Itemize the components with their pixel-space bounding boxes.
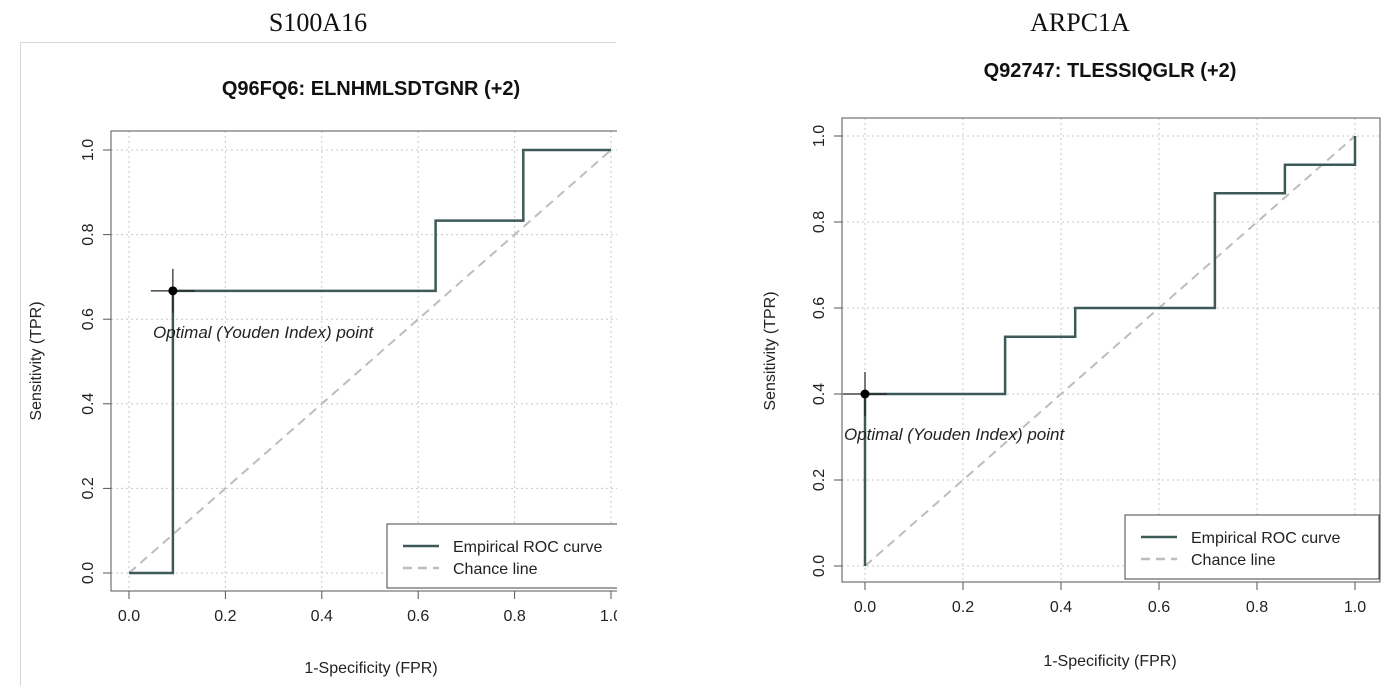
chance-line — [864, 135, 1356, 567]
roc-chart-right: Q92747: TLESSIQGLR (+2) 0.0 0.2 0.4 0.6 0.8 1.… — [760, 42, 1384, 686]
roc-chart-left-svg: Q96FQ6: ELNHMLSDTGNR (+2) 0.0 0.2 0.4 0.6 0.8… — [28, 78, 628, 677]
x-tick-label: 0.8 — [503, 608, 525, 625]
roc-chart-left: Q96FQ6: ELNHMLSDTGNR (+2) 0.0 0.2 0.4 0.6 0.8… — [20, 42, 628, 686]
y-tick-label: 0.4 — [80, 393, 97, 415]
optimal-point-marker — [168, 286, 178, 296]
legend-label: Chance line — [453, 561, 538, 578]
x-tick-label: 0.4 — [1050, 599, 1072, 616]
x-tick-label: 0.0 — [854, 599, 876, 616]
y-axis-label: Sensitivity (TPR) — [762, 291, 779, 410]
legend-label: Chance line — [1191, 552, 1276, 569]
y-tick-label: 0.4 — [811, 383, 828, 405]
chart-title: Q96FQ6: ELNHMLSDTGNR (+2) — [222, 78, 520, 100]
x-tick-label: 0.4 — [311, 608, 333, 625]
x-axis-label: 1-Specificity (FPR) — [304, 660, 437, 677]
x-tick-label: 1.0 — [1344, 599, 1366, 616]
plot-box — [841, 117, 1381, 583]
optimal-point-annotation: Optimal (Youden Index) point — [844, 425, 1065, 444]
legend-box — [1124, 514, 1380, 580]
optimal-point-marker — [860, 389, 870, 399]
x-tick-label: 1.0 — [600, 608, 617, 625]
chance-line — [128, 149, 612, 574]
y-tick-label: 0.2 — [811, 469, 828, 491]
y-tick-label: 1.0 — [811, 125, 828, 147]
roc-curve-line — [863, 136, 1357, 566]
chart-title: Q92747: TLESSIQGLR (+2) — [984, 60, 1237, 82]
y-tick-label: 1.0 — [80, 139, 97, 161]
legend-label: Empirical ROC curve — [453, 539, 602, 556]
x-tick-label: 0.8 — [1246, 599, 1268, 616]
y-axis-label: Sensitivity (TPR) — [28, 301, 45, 420]
x-tick-label: 0.2 — [214, 608, 236, 625]
roc-chart-right-svg: Q92747: TLESSIQGLR (+2) 0.0 0.2 0.4 0.6 0.8 1.… — [762, 60, 1381, 670]
panel-heading-right: ARPC1A — [1030, 8, 1130, 37]
x-tick-label: 0.2 — [952, 599, 974, 616]
y-tick-label: 0.8 — [811, 211, 828, 233]
x-tick-label: 0.6 — [1148, 599, 1170, 616]
legend-box — [386, 523, 628, 589]
optimal-point-annotation: Optimal (Youden Index) point — [153, 323, 374, 342]
roc-curve-line — [129, 148, 611, 575]
x-tick-label: 0.0 — [118, 608, 140, 625]
x-tick-label: 0.6 — [407, 608, 429, 625]
y-tick-label: 0.0 — [811, 555, 828, 577]
y-tick-label: 0.2 — [80, 477, 97, 499]
y-tick-label: 0.0 — [80, 562, 97, 584]
y-tick-label: 0.6 — [811, 297, 828, 319]
x-axis-label: 1-Specificity (FPR) — [1043, 653, 1176, 670]
y-tick-label: 0.6 — [80, 308, 97, 330]
legend-label: Empirical ROC curve — [1191, 530, 1340, 547]
panel-heading-left: S100A16 — [268, 8, 368, 37]
y-tick-label: 0.8 — [80, 223, 97, 245]
